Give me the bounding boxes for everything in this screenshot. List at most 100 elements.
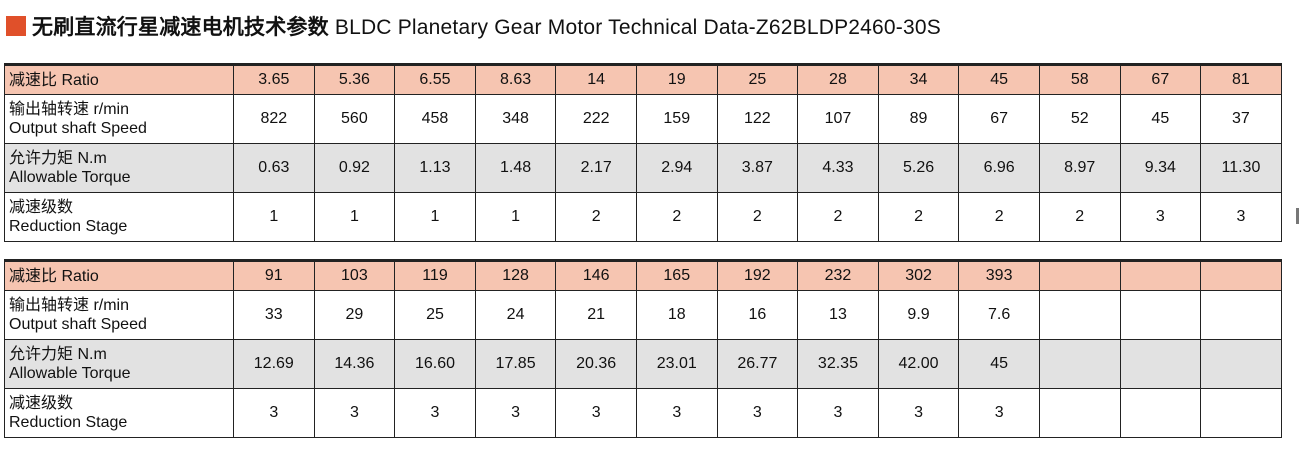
torque-cell: 16.60 bbox=[394, 339, 476, 389]
torque-cell: 20.36 bbox=[555, 339, 637, 389]
stage-cell bbox=[1200, 388, 1282, 438]
label-text: Reduction Stage bbox=[9, 414, 128, 431]
torque-cell: 6.96 bbox=[958, 143, 1040, 193]
page-title-en: BLDC Planetary Gear Motor Technical Data… bbox=[334, 16, 941, 39]
speed-cell: 159 bbox=[635, 94, 718, 144]
speed-cell: 45 bbox=[1119, 94, 1202, 144]
speed-cell: 560 bbox=[313, 94, 396, 144]
spec-table-1: 减速比 Ratio 3.65 5.36 6.55 8.63 14 19 25 28 34 45 58 6… bbox=[4, 63, 1282, 242]
speed-cell: 222 bbox=[555, 94, 637, 144]
stage-cell: 3 bbox=[716, 388, 799, 438]
stage-cell: 3 bbox=[797, 388, 879, 438]
speed-row: 输出轴转速 r/min Output shaft Speed 33 29 25 24 21 1… bbox=[4, 290, 1282, 340]
label-text: 允许力矩 N.m bbox=[9, 346, 107, 363]
stage-cell: 1 bbox=[394, 192, 476, 242]
stage-cell: 2 bbox=[877, 192, 960, 242]
torque-cell bbox=[1200, 339, 1282, 389]
ratio-cell: 165 bbox=[635, 260, 718, 291]
ratio-cell: 8.63 bbox=[474, 64, 557, 95]
stage-cell: 1 bbox=[233, 192, 315, 242]
speed-cell: 458 bbox=[394, 94, 476, 144]
torque-cell: 45 bbox=[958, 339, 1040, 389]
ratio-cell: 45 bbox=[958, 64, 1040, 95]
torque-cell: 11.30 bbox=[1200, 143, 1282, 193]
torque-row-label: 允许力矩 N.m Allowable Torque bbox=[4, 143, 234, 193]
torque-cell: 17.85 bbox=[474, 339, 557, 389]
speed-cell: 24 bbox=[474, 290, 557, 340]
ratio-cell: 6.55 bbox=[394, 64, 476, 95]
stage-cell: 3 bbox=[394, 388, 476, 438]
speed-cell: 25 bbox=[394, 290, 476, 340]
label-text: 减速级数 bbox=[9, 395, 74, 412]
torque-cell: 2.17 bbox=[555, 143, 637, 193]
ratio-cell: 81 bbox=[1200, 64, 1282, 95]
torque-cell: 4.33 bbox=[797, 143, 879, 193]
torque-row: 允许力矩 N.m Allowable Torque 0.63 0.92 1.13 1.48… bbox=[4, 143, 1282, 193]
stage-cell: 3 bbox=[958, 388, 1040, 438]
speed-cell: 21 bbox=[555, 290, 637, 340]
page-title-bar: 无刷直流行星减速电机技术参数 BLDC Planetary Gear Motor… bbox=[6, 12, 941, 40]
speed-cell: 7.6 bbox=[958, 290, 1040, 340]
torque-cell bbox=[1119, 339, 1202, 389]
stage-row-label: 减速级数 Reduction Stage bbox=[4, 388, 234, 438]
speed-row-label: 输出轴转速 r/min Output shaft Speed bbox=[4, 94, 234, 144]
title-marker-square bbox=[6, 16, 26, 36]
label-text: Allowable Torque bbox=[9, 169, 131, 186]
speed-cell: 67 bbox=[958, 94, 1040, 144]
speed-cell: 822 bbox=[233, 94, 315, 144]
torque-row: 允许力矩 N.m Allowable Torque 12.69 14.36 16.60 1… bbox=[4, 339, 1282, 389]
torque-cell: 1.48 bbox=[474, 143, 557, 193]
stage-cell: 2 bbox=[1038, 192, 1121, 242]
edge-marker bbox=[1296, 208, 1299, 224]
torque-cell: 3.87 bbox=[716, 143, 799, 193]
speed-cell: 13 bbox=[797, 290, 879, 340]
speed-cell: 16 bbox=[716, 290, 799, 340]
speed-cell bbox=[1200, 290, 1282, 340]
stage-cell: 3 bbox=[1119, 192, 1202, 242]
stage-cell: 3 bbox=[474, 388, 557, 438]
page-title-zh: 无刷直流行星减速电机技术参数 bbox=[32, 16, 329, 39]
speed-cell: 18 bbox=[635, 290, 718, 340]
torque-cell: 1.13 bbox=[394, 143, 476, 193]
stage-cell: 2 bbox=[635, 192, 718, 242]
torque-row-label: 允许力矩 N.m Allowable Torque bbox=[4, 339, 234, 389]
torque-cell: 42.00 bbox=[877, 339, 960, 389]
speed-cell bbox=[1119, 290, 1202, 340]
speed-cell: 107 bbox=[797, 94, 879, 144]
stage-cell: 2 bbox=[797, 192, 879, 242]
ratio-cell bbox=[1038, 260, 1121, 291]
torque-cell: 9.34 bbox=[1119, 143, 1202, 193]
ratio-cell bbox=[1200, 260, 1282, 291]
stage-row: 减速级数 Reduction Stage 3 3 3 3 3 3 3 3 3 3 bbox=[4, 388, 1282, 438]
label-text: 允许力矩 N.m bbox=[9, 150, 107, 167]
torque-cell: 12.69 bbox=[233, 339, 315, 389]
stage-row: 减速级数 Reduction Stage 1 1 1 1 2 2 2 2 2 2 2 3 3 bbox=[4, 192, 1282, 242]
speed-cell: 122 bbox=[716, 94, 799, 144]
ratio-cell: 393 bbox=[958, 260, 1040, 291]
ratio-cell: 302 bbox=[877, 260, 960, 291]
ratio-cell: 119 bbox=[394, 260, 476, 291]
ratio-cell: 67 bbox=[1119, 64, 1202, 95]
ratio-cell: 5.36 bbox=[313, 64, 396, 95]
ratio-cell: 14 bbox=[555, 64, 637, 95]
ratio-cell: 91 bbox=[233, 260, 315, 291]
torque-cell: 14.36 bbox=[313, 339, 396, 389]
ratio-row: 减速比 Ratio 91 103 119 128 146 165 192 232 302 393 bbox=[4, 260, 1282, 291]
label-text: 减速比 Ratio bbox=[9, 267, 99, 285]
ratio-cell: 34 bbox=[877, 64, 960, 95]
speed-cell: 89 bbox=[877, 94, 960, 144]
stage-cell: 2 bbox=[958, 192, 1040, 242]
label-text: 减速级数 bbox=[9, 199, 74, 216]
stage-cell: 3 bbox=[1200, 192, 1282, 242]
label-text: Allowable Torque bbox=[9, 365, 131, 382]
stage-cell: 1 bbox=[313, 192, 396, 242]
stage-cell: 2 bbox=[555, 192, 637, 242]
ratio-cell: 58 bbox=[1038, 64, 1121, 95]
spec-table-2: 减速比 Ratio 91 103 119 128 146 165 192 232 302 393 输出… bbox=[4, 259, 1282, 438]
speed-cell: 52 bbox=[1038, 94, 1121, 144]
label-text: Reduction Stage bbox=[9, 218, 128, 235]
torque-cell: 0.63 bbox=[233, 143, 315, 193]
speed-cell: 37 bbox=[1200, 94, 1282, 144]
ratio-cell: 128 bbox=[474, 260, 557, 291]
stage-cell: 1 bbox=[474, 192, 557, 242]
